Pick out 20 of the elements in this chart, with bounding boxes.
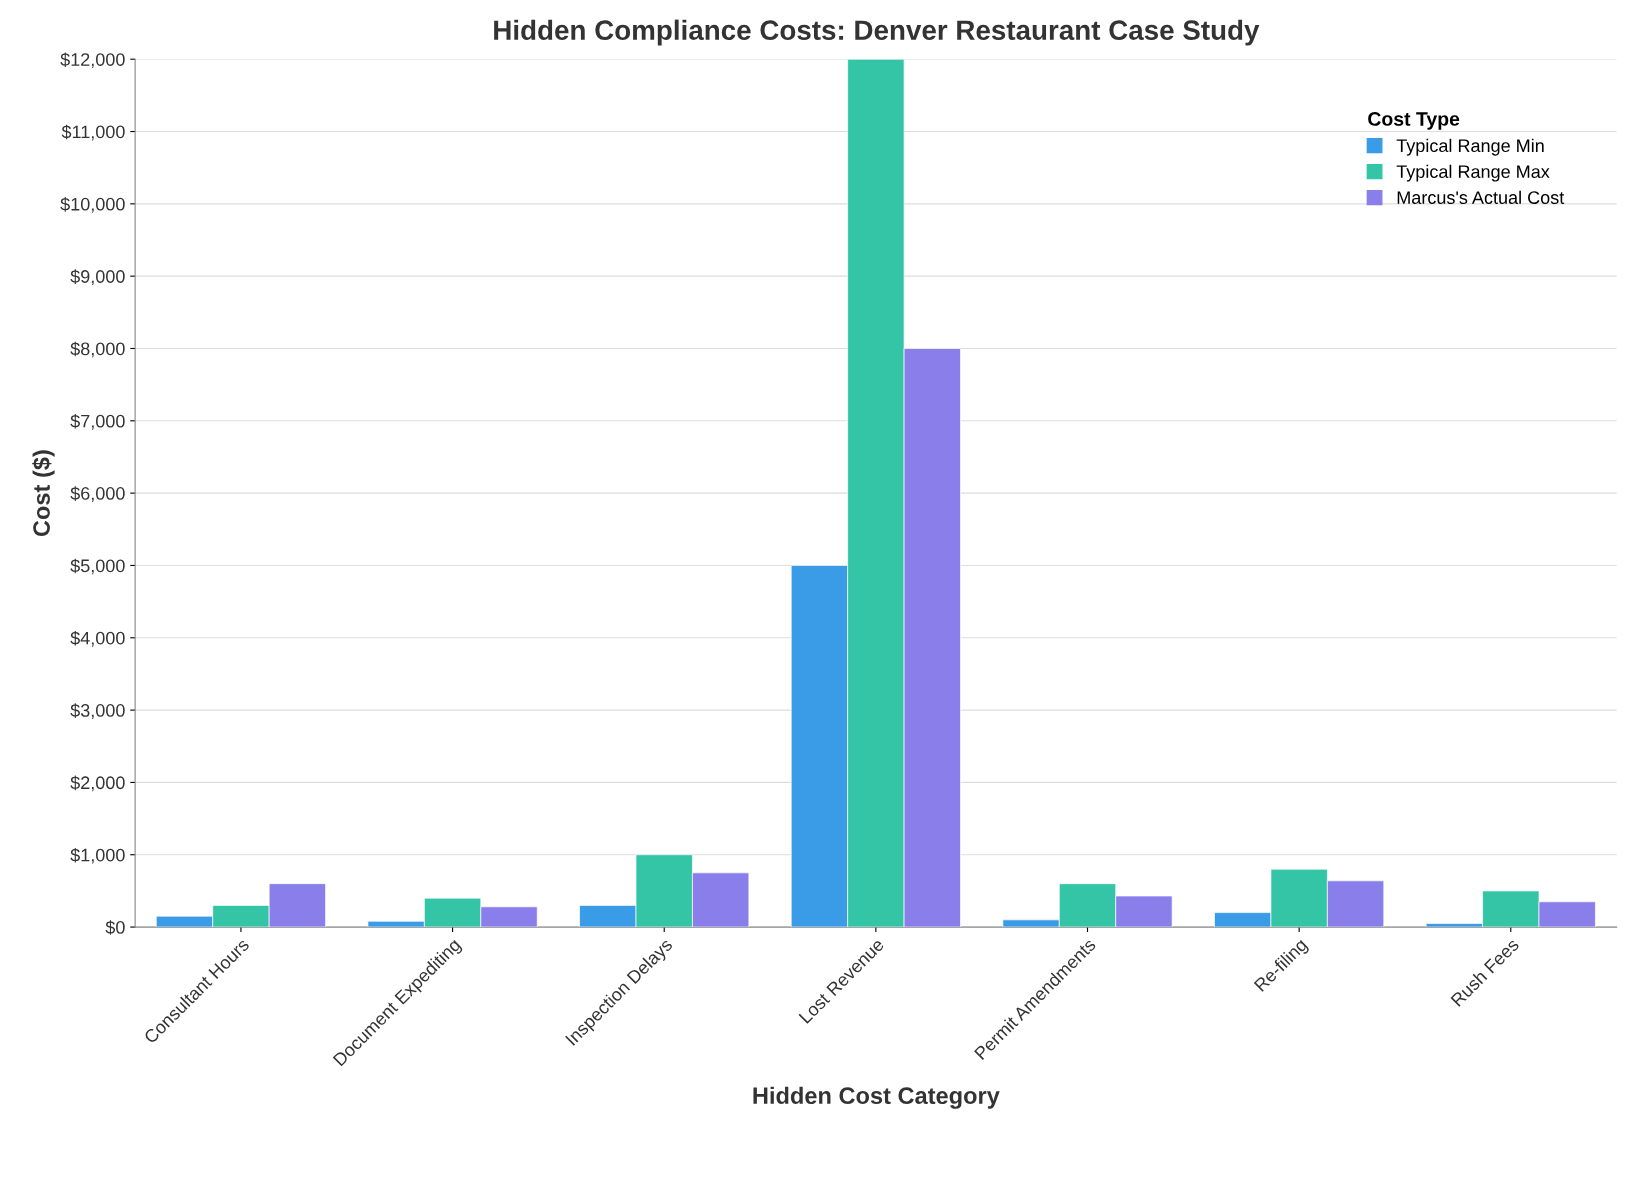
y-tick-label: $11,000: [61, 124, 125, 141]
x-axis-title: Hidden Cost Category: [753, 1086, 1000, 1109]
y-tick-label: $12,000: [60, 52, 125, 69]
y-tick-label: $0: [105, 920, 125, 935]
y-axis-title: Cost ($): [32, 450, 55, 537]
legend-label: Marcus's Actual Cost: [1397, 190, 1565, 204]
y-tick-label: $10,000: [60, 197, 125, 213]
y-tick-label: $6,000: [70, 486, 125, 502]
y-tick-label: $4,000: [70, 630, 125, 647]
legend-label: Typical Range Max: [1396, 164, 1550, 182]
y-tick-label: $9,000: [70, 269, 125, 286]
y-tick-label: $7,000: [70, 413, 125, 430]
y-tick-label: $8,000: [70, 341, 125, 358]
y-tick-label: $3,000: [70, 703, 125, 719]
y-tick-label: $5,000: [70, 558, 125, 575]
chart-title: Hidden Compliance Costs: Denver Restaurant Case Study: [494, 19, 1260, 46]
y-tick-label: $2,000: [70, 775, 125, 792]
legend-title: Cost Type: [1368, 112, 1460, 130]
legend-label: Typical Range Min: [1396, 138, 1544, 156]
y-tick-label: $1,000: [70, 847, 125, 864]
